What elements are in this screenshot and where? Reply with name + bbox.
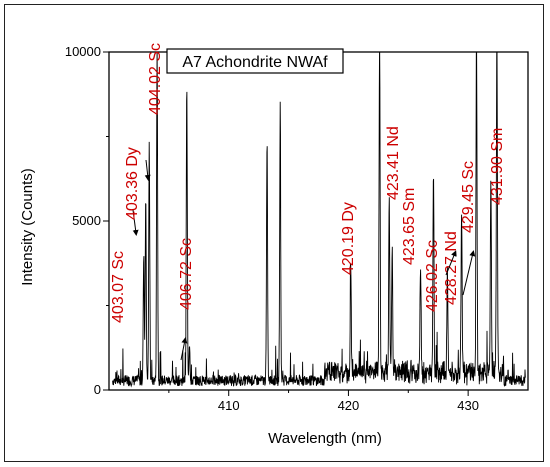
peak-arrow-8 [445, 250, 457, 276]
peak-label-1: 403.36 Dy [124, 147, 141, 220]
peak-label-2: 404.02 Sc [147, 43, 164, 115]
y-tick-label-0: 0 [94, 382, 101, 397]
y-axis-title: Intensity (Counts) [19, 168, 36, 286]
x-tick-label-1: 420 [338, 398, 360, 413]
peak-arrow-3 [180, 337, 188, 361]
chart-frame: 410 420 430 0 5000 10000 403.07 Sc 403.36 Dy 40… [4, 4, 544, 462]
peak-label-10: 431.90 Sm [489, 128, 506, 205]
y-tick-label-2: 10000 [65, 44, 101, 59]
peak-label-6: 423.65 Sm [401, 188, 418, 265]
x-axis-title: Wavelength (nm) [268, 430, 382, 447]
spectrum-layer [112, 52, 527, 388]
peak-arrow-0 [132, 209, 139, 236]
peak-label-3: 406.72 Sc [178, 238, 195, 310]
peak-label-0: 403.07 Sc [110, 251, 127, 323]
chart-title-box: A7 Achondrite NWAf [166, 48, 344, 74]
peak-label-9: 429.45 Sc [460, 161, 477, 233]
peak-label-8: 428.27 Nd [443, 231, 460, 305]
spectrum-line [112, 52, 527, 388]
y-tick-label-1: 5000 [72, 213, 101, 228]
annotation-layer: 403.07 Sc 403.36 Dy 404.02 Sc 406.72 Sc 420.… [110, 43, 506, 361]
peak-arrow-1 [144, 159, 151, 181]
peak-arrow-9 [462, 250, 476, 296]
chart-title-frame [166, 48, 344, 74]
peak-label-5: 423.41 Nd [385, 126, 402, 200]
peak-label-7: 426.02 Sc [424, 240, 441, 312]
peak-label-4: 420.19 Dy [340, 202, 357, 275]
x-tick-label-0: 410 [218, 398, 240, 413]
x-tick-label-2: 430 [457, 398, 479, 413]
chart-title: A7 Achondrite NWAf [182, 54, 328, 71]
